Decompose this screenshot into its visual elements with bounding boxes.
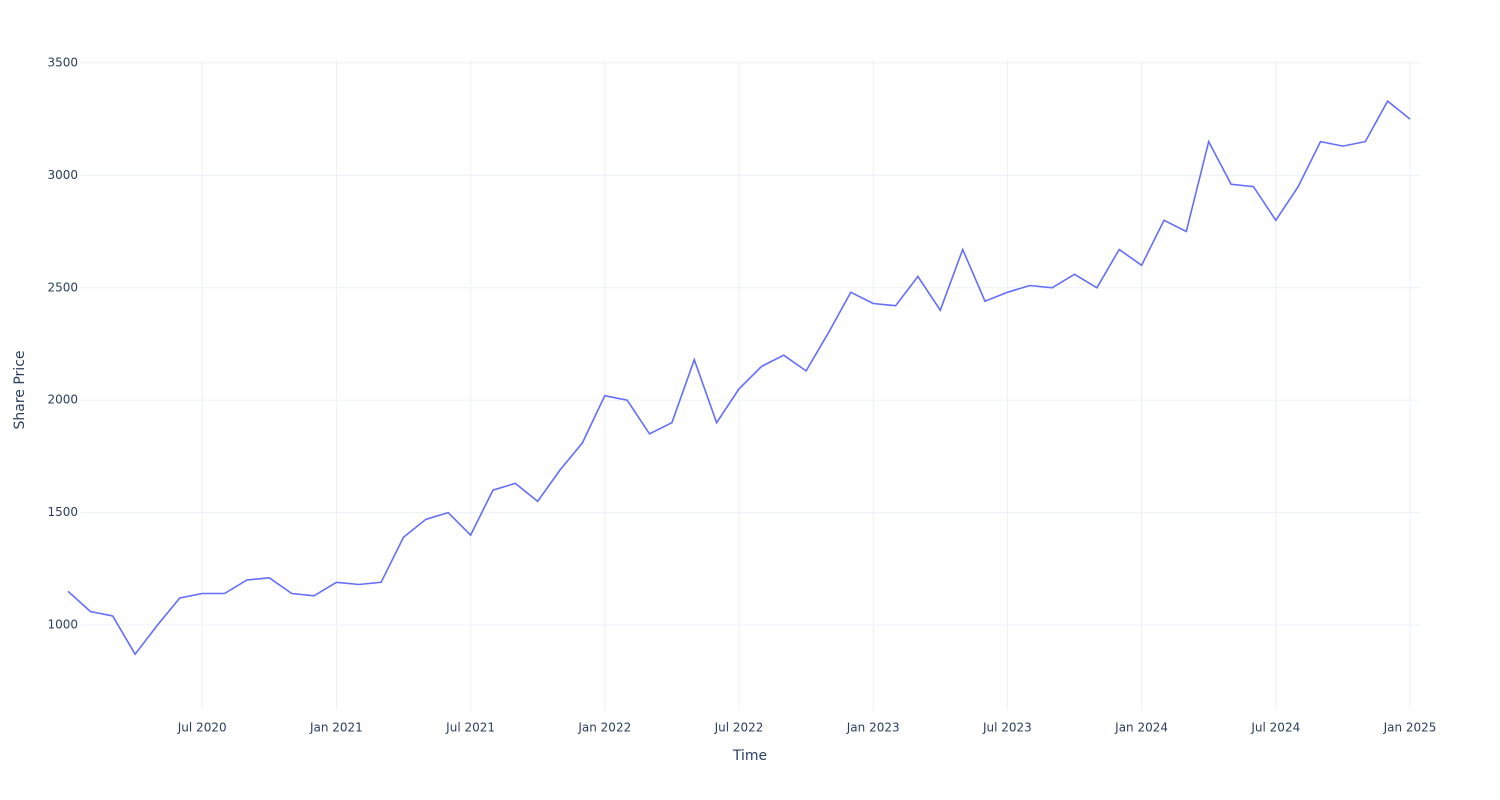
x-tick-label: Jul 2024: [1250, 721, 1300, 735]
x-tick-label: Jan 2022: [577, 721, 631, 735]
x-tick-label: Jan 2023: [846, 721, 900, 735]
x-axis-title: Time: [732, 748, 767, 764]
y-tick-label: 3500: [47, 55, 78, 69]
x-tick-label: Jan 2021: [309, 721, 363, 735]
x-tick-label: Jul 2020: [177, 721, 227, 735]
x-tick-label: Jul 2021: [445, 721, 495, 735]
y-axis-title: Share Price: [12, 350, 28, 429]
line-series: [67, 99, 1411, 656]
x-tick-label: Jan 2025: [1383, 721, 1437, 735]
y-tick-label: 1500: [47, 505, 78, 519]
x-tick-label: Jul 2023: [982, 721, 1032, 735]
y-tick-label: 1000: [47, 618, 78, 632]
x-tick-label: Jan 2024: [1114, 721, 1168, 735]
x-tick-label: Jul 2022: [714, 721, 764, 735]
y-tick-label: 3000: [47, 168, 78, 182]
y-tick-label: 2000: [47, 393, 78, 407]
y-tick-label: 2500: [47, 280, 78, 294]
